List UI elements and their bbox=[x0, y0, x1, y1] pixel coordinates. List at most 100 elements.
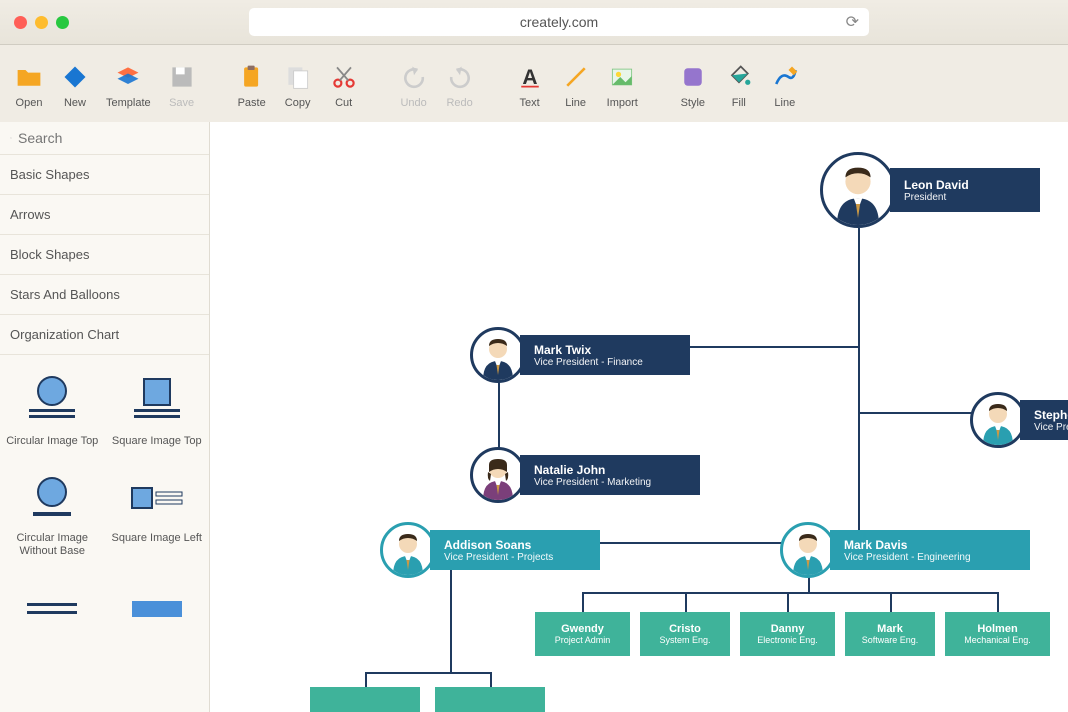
tool-label: Text bbox=[520, 97, 540, 109]
person-title: Vice President - Engineering bbox=[844, 552, 1016, 563]
person-name: Mark bbox=[849, 623, 931, 635]
org-stub-node[interactable] bbox=[435, 687, 545, 712]
shape-label: Square Image Top bbox=[112, 435, 202, 448]
undo-button[interactable]: Undo bbox=[391, 51, 437, 117]
avatar bbox=[970, 392, 1026, 448]
tool-label: Paste bbox=[238, 97, 266, 109]
text-button[interactable]: A Text bbox=[507, 51, 553, 117]
open-icon bbox=[14, 62, 44, 92]
browser-bar: creately.com ⟳ bbox=[0, 0, 1068, 45]
toolbar: Open New Template Save Paste Copy Cut Undo Redo A… bbox=[0, 45, 1068, 122]
tool-label: Copy bbox=[285, 97, 311, 109]
fill-button[interactable]: Fill bbox=[716, 51, 762, 117]
maximize-window-icon[interactable] bbox=[56, 16, 69, 29]
new-button[interactable]: New bbox=[52, 51, 98, 117]
shape-line2[interactable] bbox=[105, 569, 210, 649]
edge bbox=[582, 592, 584, 612]
template-button[interactable]: Template bbox=[98, 51, 159, 117]
traffic-lights bbox=[14, 16, 69, 29]
person-title: Vice President - Finance bbox=[534, 357, 676, 368]
import-button[interactable]: Import bbox=[599, 51, 646, 117]
org-small-node[interactable]: CristoSystem Eng. bbox=[640, 612, 730, 656]
category-organization-chart[interactable]: Organization Chart bbox=[0, 315, 209, 355]
shape-thumb bbox=[17, 579, 87, 639]
tool-label: Cut bbox=[335, 97, 352, 109]
refresh-icon[interactable]: ⟳ bbox=[846, 12, 859, 32]
org-small-node[interactable]: GwendyProject Admin bbox=[535, 612, 630, 656]
line2-icon bbox=[770, 62, 800, 92]
new-icon bbox=[60, 62, 90, 92]
tool-label: Template bbox=[106, 97, 151, 109]
edge bbox=[858, 228, 860, 548]
style-button[interactable]: Style bbox=[670, 51, 716, 117]
url-bar[interactable]: creately.com ⟳ bbox=[249, 8, 869, 36]
shape-circ-nobase[interactable]: Circular Image Without Base bbox=[0, 458, 105, 568]
person-name: Gwendy bbox=[539, 623, 626, 635]
search-input[interactable] bbox=[18, 130, 199, 146]
minimize-window-icon[interactable] bbox=[35, 16, 48, 29]
org-small-node[interactable]: HolmenMechanical Eng. bbox=[945, 612, 1050, 656]
person-title: President bbox=[904, 192, 1026, 203]
person-name: Addison Soans bbox=[444, 538, 586, 552]
svg-text:A: A bbox=[522, 66, 537, 89]
fill-icon bbox=[724, 62, 754, 92]
close-window-icon[interactable] bbox=[14, 16, 27, 29]
tool-label: Import bbox=[607, 97, 638, 109]
person-title: Project Admin bbox=[539, 635, 626, 645]
line2-button[interactable]: Line bbox=[762, 51, 808, 117]
shape-circ-top[interactable]: Circular Image Top bbox=[0, 361, 105, 458]
paste-icon bbox=[237, 62, 267, 92]
edge bbox=[450, 562, 452, 672]
shape-label: Circular Image Without Base bbox=[4, 532, 101, 558]
person-title: Vice President - Marketing bbox=[534, 477, 686, 488]
person-name: Leon David bbox=[904, 178, 1026, 192]
person-title: System Eng. bbox=[644, 635, 726, 645]
copy-icon bbox=[283, 62, 313, 92]
shape-thumb bbox=[122, 468, 192, 528]
shape-sq-left[interactable]: Square Image Left bbox=[105, 458, 210, 568]
avatar bbox=[380, 522, 436, 578]
copy-button[interactable]: Copy bbox=[275, 51, 321, 117]
person-name: Holmen bbox=[949, 623, 1046, 635]
edge bbox=[890, 592, 892, 612]
category-arrows[interactable]: Arrows bbox=[0, 195, 209, 235]
person-name: Stephen George bbox=[1034, 408, 1068, 422]
tool-label: Open bbox=[16, 97, 43, 109]
edge bbox=[582, 592, 997, 594]
category-block-shapes[interactable]: Block Shapes bbox=[0, 235, 209, 275]
line-icon bbox=[561, 62, 591, 92]
shape-line1[interactable] bbox=[0, 569, 105, 649]
shape-thumb bbox=[122, 371, 192, 431]
card: Mark Twix Vice President - Finance bbox=[520, 335, 690, 375]
style-icon bbox=[678, 62, 708, 92]
person-title: Software Eng. bbox=[849, 635, 931, 645]
shape-sq-top[interactable]: Square Image Top bbox=[105, 361, 210, 458]
paste-button[interactable]: Paste bbox=[229, 51, 275, 117]
redo-icon bbox=[445, 62, 475, 92]
edge bbox=[365, 672, 367, 687]
tool-label: Redo bbox=[446, 97, 472, 109]
shape-thumb bbox=[17, 468, 87, 528]
open-button[interactable]: Open bbox=[6, 51, 52, 117]
category-stars-and-balloons[interactable]: Stars And Balloons bbox=[0, 275, 209, 315]
org-stub-node[interactable] bbox=[310, 687, 420, 712]
line-button[interactable]: Line bbox=[553, 51, 599, 117]
save-button[interactable]: Save bbox=[159, 51, 205, 117]
template-icon bbox=[113, 62, 143, 92]
url-text: creately.com bbox=[520, 14, 598, 30]
cut-button[interactable]: Cut bbox=[321, 51, 367, 117]
canvas[interactable]: Leon David President Mark Twix Vice Pres… bbox=[210, 122, 1068, 712]
search-icon bbox=[10, 131, 12, 145]
tool-label: Line bbox=[774, 97, 795, 109]
person-name: Cristo bbox=[644, 623, 726, 635]
shape-label: Square Image Left bbox=[111, 532, 202, 545]
tool-label: Style bbox=[681, 97, 705, 109]
org-small-node[interactable]: MarkSoftware Eng. bbox=[845, 612, 935, 656]
org-small-node[interactable]: DannyElectronic Eng. bbox=[740, 612, 835, 656]
tool-label: Fill bbox=[732, 97, 746, 109]
redo-button[interactable]: Redo bbox=[437, 51, 483, 117]
category-basic-shapes[interactable]: Basic Shapes bbox=[0, 155, 209, 195]
person-name: Danny bbox=[744, 623, 831, 635]
edge bbox=[997, 592, 999, 612]
person-title: Mechanical Eng. bbox=[949, 635, 1046, 645]
